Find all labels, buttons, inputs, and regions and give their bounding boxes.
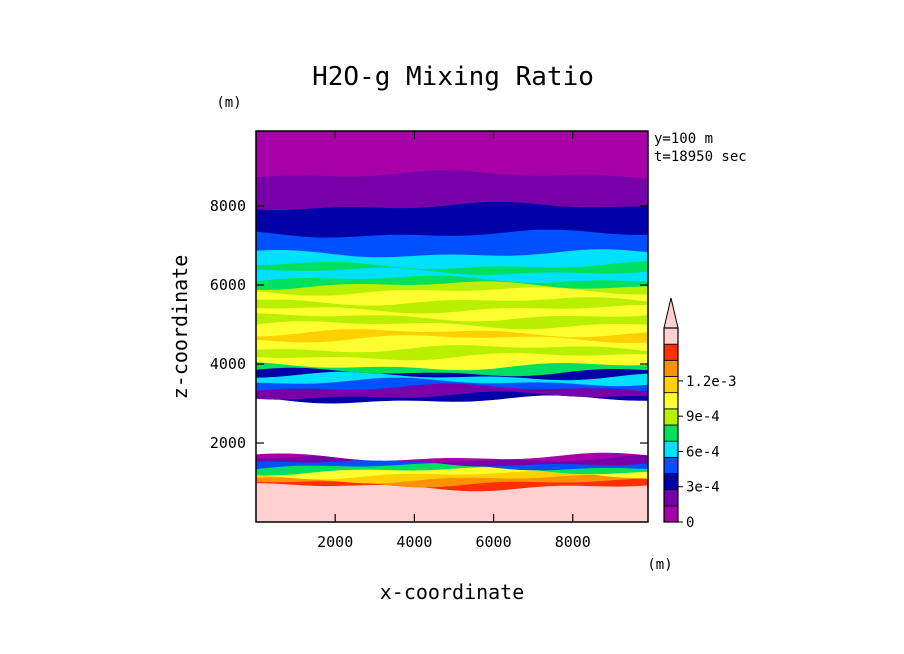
y-axis-unit: (m) — [216, 95, 241, 111]
colorbar-swatch — [663, 473, 679, 491]
contour-band — [255, 394, 649, 461]
colorbar-swatch — [663, 392, 679, 410]
annotation-y: y=100 m — [654, 131, 713, 147]
colorbar-swatch — [663, 489, 679, 507]
x-tick-label: 6000 — [476, 533, 512, 551]
colorbar-swatch — [663, 424, 679, 442]
y-tick-label: 8000 — [210, 197, 246, 215]
colorbar-swatch — [663, 440, 679, 458]
x-tick-label: 4000 — [396, 533, 432, 551]
colorbar-swatch — [663, 505, 679, 523]
colorbar-label: 6e-4 — [686, 444, 720, 460]
x-axis-title: x-coordinate — [380, 580, 525, 604]
y-tick-label: 6000 — [210, 276, 246, 294]
y-tick-label: 2000 — [210, 434, 246, 452]
colorbar-swatch — [663, 343, 679, 361]
x-axis-unit: (m) — [647, 557, 672, 573]
colorbar-swatch — [663, 327, 679, 345]
x-axis-ticks: 2000 4000 6000 8000 — [317, 131, 591, 551]
x-tick-label: 8000 — [555, 533, 591, 551]
colorbar-swatch — [663, 359, 679, 377]
colorbar-swatch — [663, 408, 679, 426]
plot-area — [255, 130, 649, 523]
colorbar-swatch — [663, 456, 679, 474]
x-tick-label: 2000 — [317, 533, 353, 551]
y-axis-ticks: 2000 4000 6000 8000 — [210, 197, 648, 452]
colorbar-label: 9e-4 — [686, 409, 720, 425]
colorbar-swatch — [663, 376, 679, 394]
chart-title: H2O-g Mixing Ratio — [312, 62, 594, 92]
annotation-t: t=18950 sec — [654, 149, 747, 165]
y-tick-label: 4000 — [210, 355, 246, 373]
colorbar-label: 1.2e-3 — [686, 374, 737, 390]
contour-band — [255, 169, 649, 211]
colorbar-extend-arrow — [663, 297, 679, 329]
colorbar: 0 3e-4 6e-4 9e-4 1.2e-3 — [663, 297, 737, 531]
plot-frame — [255, 130, 649, 523]
colorbar-label: 3e-4 — [686, 480, 720, 496]
colorbar-frame — [663, 327, 679, 523]
colorbar-label: 0 — [686, 515, 694, 531]
y-axis-title: z-coordinate — [168, 255, 192, 400]
